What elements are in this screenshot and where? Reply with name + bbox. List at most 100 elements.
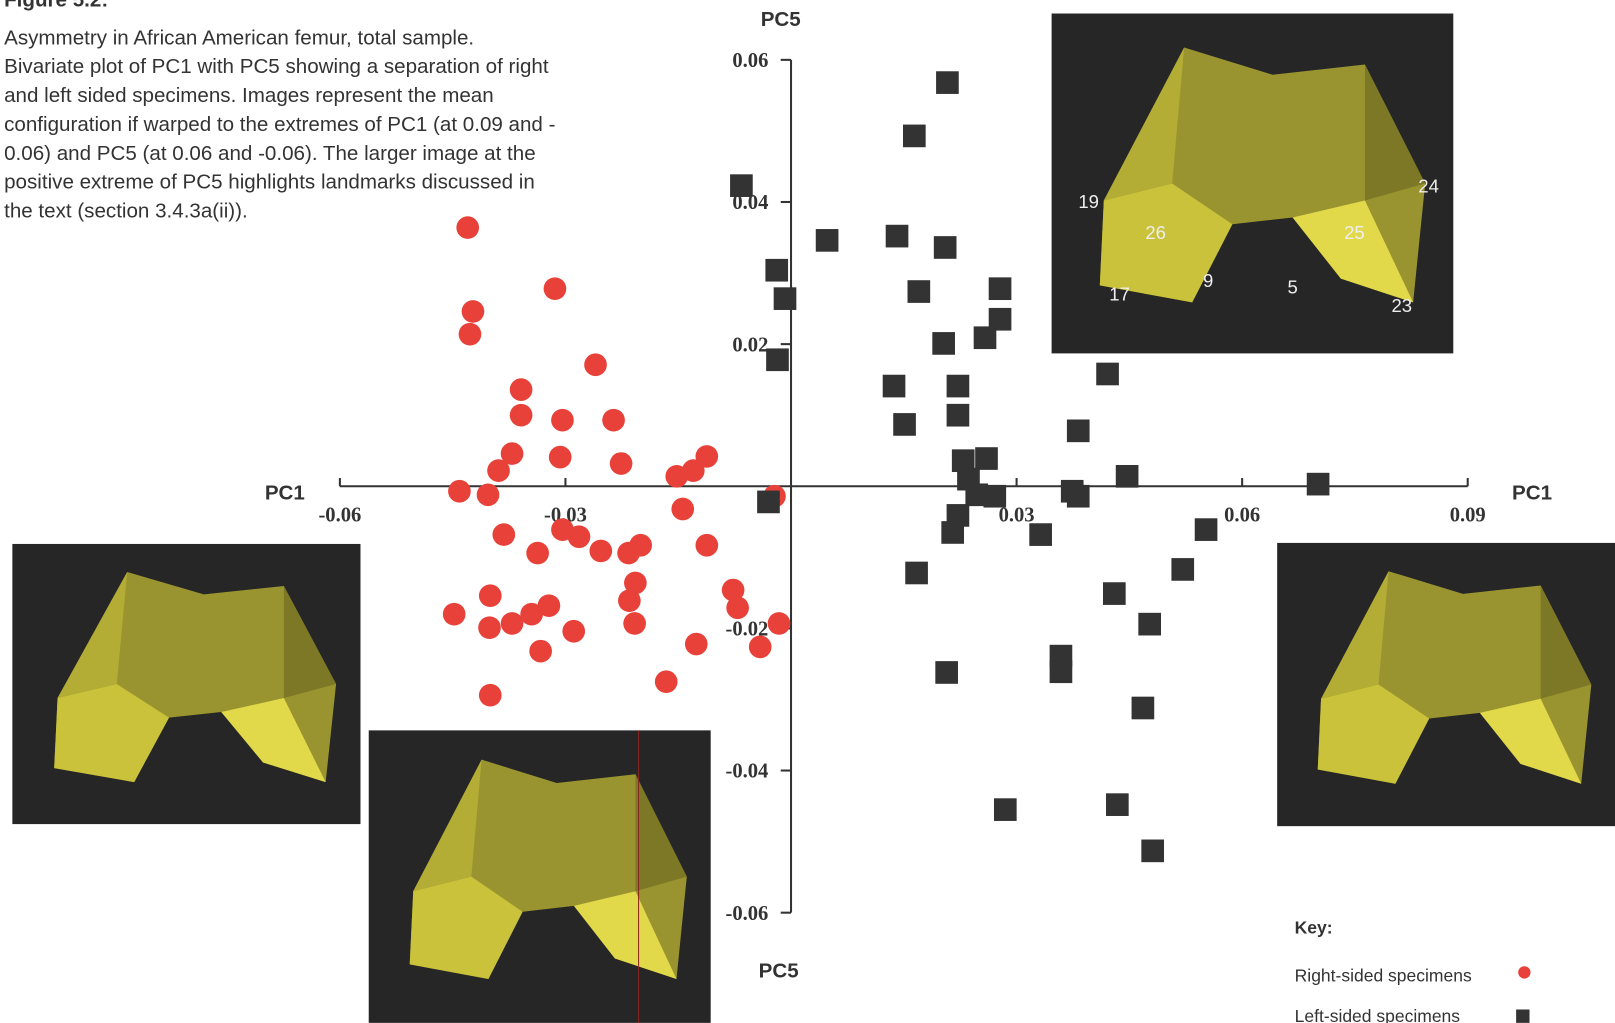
legend-label: Left-sided specimens	[1295, 1006, 1461, 1023]
femur-facet	[1540, 585, 1592, 699]
point	[623, 612, 646, 635]
point	[671, 497, 695, 521]
point	[815, 229, 839, 252]
point	[478, 683, 502, 707]
point	[965, 483, 989, 507]
caption-line: 0.06) and PC5 (at 0.06 and -0.06). The l…	[4, 142, 536, 165]
point	[456, 216, 480, 239]
femur-facet	[221, 698, 326, 783]
point	[695, 445, 719, 468]
point	[442, 602, 466, 626]
series	[442, 216, 791, 707]
point	[975, 447, 998, 470]
point	[629, 533, 652, 557]
caption-line: Bivariate plot of PC1 with PC5 showing a…	[4, 55, 549, 78]
point	[726, 596, 749, 620]
x-tick-label: -0.03	[544, 504, 587, 526]
point	[665, 464, 689, 488]
caption-line: configuration if warped to the extremes …	[4, 113, 555, 136]
x-tick-label: 0.06	[1224, 504, 1260, 526]
y-tick-label: -0.02	[725, 619, 768, 641]
femur-image	[12, 543, 361, 825]
point	[478, 584, 502, 608]
point	[1115, 464, 1139, 488]
point	[932, 332, 955, 355]
point	[907, 280, 931, 303]
y-tick-label: 0.04	[732, 192, 768, 214]
point	[748, 635, 772, 659]
femur-facet	[54, 684, 170, 783]
landmark-label: 25	[1344, 222, 1365, 243]
point	[529, 639, 552, 663]
femur-facet	[1364, 64, 1426, 201]
point	[1049, 660, 1073, 684]
point	[757, 490, 780, 514]
point	[1171, 558, 1195, 581]
caption: Asymmetry in African American femur, tot…	[4, 26, 555, 222]
point	[609, 452, 633, 475]
point	[1106, 793, 1129, 816]
femur-facet	[413, 759, 482, 892]
point	[624, 571, 647, 595]
point	[654, 670, 678, 694]
point	[476, 483, 500, 507]
point	[721, 578, 745, 602]
point	[602, 408, 625, 432]
y-tick-label: -0.04	[725, 761, 768, 783]
point	[1066, 419, 1090, 443]
landmark-label: 23	[1391, 295, 1412, 316]
x-axis-label: PC1	[265, 482, 305, 505]
series	[730, 71, 1330, 863]
point	[893, 413, 916, 436]
point	[933, 236, 957, 259]
point	[936, 71, 959, 94]
point	[766, 348, 789, 372]
point	[935, 661, 958, 684]
point	[584, 353, 607, 377]
point	[993, 798, 1017, 821]
femur-facet	[1099, 183, 1233, 303]
point	[983, 484, 1007, 508]
femur-facet	[1292, 200, 1414, 303]
landmark-label: 26	[1145, 222, 1166, 243]
point	[946, 504, 970, 527]
x-axis-label: PC1	[1512, 482, 1552, 505]
femur-image	[368, 730, 711, 1023]
point	[946, 374, 970, 398]
point	[1141, 839, 1165, 863]
point	[509, 378, 533, 401]
x-tick-label: 0.03	[999, 504, 1035, 526]
legend-swatch	[1516, 1009, 1530, 1023]
point	[767, 612, 791, 635]
caption-line: and left sided specimens. Images represe…	[4, 84, 494, 107]
y-tick-label: 0.02	[732, 334, 768, 356]
point	[461, 300, 485, 323]
point	[1102, 582, 1126, 605]
point	[1306, 472, 1330, 496]
point	[618, 589, 641, 613]
landmark-label: 5	[1287, 276, 1297, 297]
shape-images: 19 24 26 25 17 9 5 23	[12, 13, 1615, 1023]
legend-label: Right-sided specimens	[1295, 966, 1472, 986]
landmark-label: 19	[1078, 191, 1099, 212]
femur-image	[1277, 542, 1615, 827]
point	[773, 287, 797, 310]
point	[589, 539, 613, 563]
landmark-label: 17	[1109, 284, 1130, 305]
point	[562, 619, 586, 643]
point	[458, 322, 482, 346]
femur-facet	[1317, 684, 1430, 784]
point	[526, 541, 549, 565]
point	[973, 326, 997, 350]
femur-image	[1051, 13, 1454, 354]
point	[941, 521, 965, 544]
femur-facet	[283, 585, 337, 699]
point	[1131, 696, 1155, 720]
femur-facet	[57, 571, 128, 699]
femur-facet	[1103, 47, 1185, 201]
x-tick-label: -0.06	[318, 504, 361, 526]
point	[1029, 523, 1052, 546]
landmark-label: 24	[1418, 175, 1439, 196]
